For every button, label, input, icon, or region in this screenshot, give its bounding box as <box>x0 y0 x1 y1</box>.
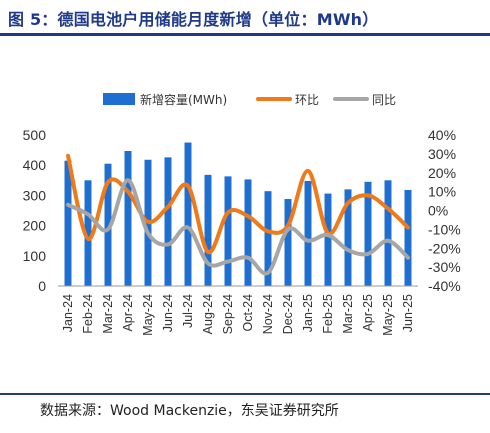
footer-rule <box>0 393 490 395</box>
right-tick-label: 20% <box>428 165 456 181</box>
legend-label-mom: 环比 <box>295 93 319 107</box>
bar-Feb-25 <box>324 193 332 286</box>
right-tick-label: -10% <box>428 221 461 237</box>
x-tick-label: Nov-24 <box>261 294 275 334</box>
bar-Jun-24 <box>164 157 172 286</box>
x-tick-label: May-25 <box>381 294 395 336</box>
bar-Oct-24 <box>244 179 252 286</box>
right-tick-label: -30% <box>428 259 461 275</box>
x-tick-label: May-24 <box>141 294 155 336</box>
legend-swatch-bar <box>103 93 135 105</box>
x-tick-label: Dec-24 <box>281 294 295 334</box>
x-tick-label: Jun-24 <box>161 294 175 332</box>
title-rule <box>0 33 490 36</box>
x-tick-label: Apr-25 <box>361 294 375 332</box>
bar-Nov-24 <box>264 191 272 286</box>
source-note: 数据来源：Wood Mackenzie，东吴证券研究所 <box>40 403 339 419</box>
legend-label-bar: 新增容量(MWh) <box>140 92 227 107</box>
legend: 新增容量(MWh) 环比 同比 <box>103 92 396 107</box>
bar-Mar-25 <box>344 189 352 286</box>
x-axis: Jan-24 Feb-24 Mar-24 Apr-24 May-24 Jun-24 Jul-… <box>61 294 415 336</box>
legend-label-yoy: 同比 <box>372 93 396 107</box>
chart: 新增容量(MWh) 环比 同比 0 100 200 300 400 500 -40% -30… <box>23 92 461 336</box>
right-tick-label: 40% <box>428 127 456 143</box>
x-tick-label: Mar-24 <box>101 294 115 334</box>
bar-Sep-24 <box>224 176 232 286</box>
x-tick-label: Jul-24 <box>181 294 195 328</box>
bar-Mar-24 <box>104 163 112 286</box>
left-axis: 0 100 200 300 400 500 <box>23 127 47 294</box>
left-tick-label: 100 <box>23 248 47 264</box>
x-tick-label: Aug-24 <box>201 294 215 334</box>
left-tick-label: 0 <box>38 278 46 294</box>
bar-Dec-24 <box>284 199 292 286</box>
right-axis: -40% -30% -20% -10% 0% 10% 20% 30% 40% <box>428 127 461 294</box>
x-tick-label: Sep-24 <box>221 294 235 334</box>
bar-Jul-24 <box>184 142 192 286</box>
left-tick-label: 400 <box>23 157 47 173</box>
bar-Aug-24 <box>204 174 212 286</box>
right-tick-label: 0% <box>428 203 448 219</box>
bar-Apr-25 <box>364 181 372 286</box>
x-tick-label: Feb-24 <box>81 294 95 334</box>
x-tick-label: Oct-24 <box>241 294 255 332</box>
yoy-line <box>66 178 410 276</box>
x-tick-label: Jan-24 <box>61 294 75 332</box>
right-tick-label: -20% <box>428 240 461 256</box>
chart-title: 图 5：德国电池户用储能月度新增（单位：MWh） <box>8 10 379 29</box>
mom-line <box>66 153 410 255</box>
right-tick-label: 30% <box>428 146 456 162</box>
left-tick-label: 500 <box>23 127 47 143</box>
bar-Jan-24 <box>64 160 72 286</box>
right-tick-label: -40% <box>428 278 461 294</box>
x-tick-label: Apr-24 <box>121 294 135 332</box>
x-tick-label: Jan-25 <box>301 294 315 332</box>
right-tick-label: 10% <box>428 184 456 200</box>
x-tick-label: Mar-25 <box>341 294 355 334</box>
bar-Feb-24 <box>84 180 92 286</box>
x-tick-label: Jun-25 <box>401 294 415 332</box>
bar-Jan-25 <box>304 180 312 286</box>
left-tick-label: 300 <box>23 187 47 203</box>
bar-May-25 <box>384 180 392 286</box>
x-tick-label: Feb-25 <box>321 294 335 334</box>
left-tick-label: 200 <box>23 218 47 234</box>
bar-Apr-24 <box>124 151 132 286</box>
bar-Jun-25 <box>404 189 412 286</box>
